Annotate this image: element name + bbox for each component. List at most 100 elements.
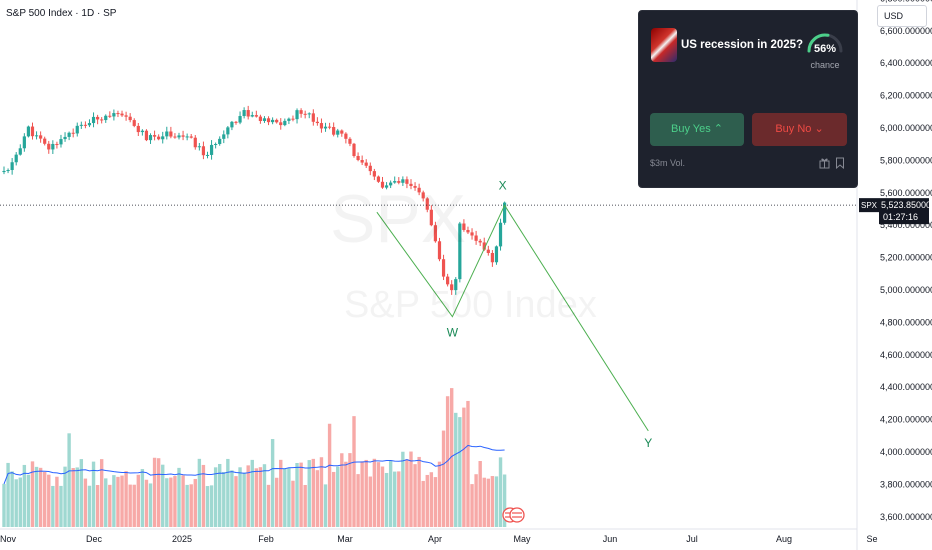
candles	[2, 105, 507, 295]
volume-bar	[14, 479, 18, 527]
volume-bar	[384, 472, 389, 527]
volume-bar	[331, 471, 336, 527]
candle-body	[393, 181, 397, 183]
volume-bar	[47, 474, 51, 527]
candle-body	[197, 146, 201, 148]
volume-bar	[10, 471, 14, 527]
time-tick-label: Jul	[686, 534, 698, 544]
volume-bar	[311, 458, 316, 527]
buy-yes-button[interactable]: Buy Yes ⌃	[650, 113, 744, 146]
price-label-bg	[879, 198, 929, 225]
volume-bar	[87, 485, 92, 527]
volume-bar	[63, 466, 67, 527]
candle-body	[397, 181, 401, 183]
candle-body	[450, 284, 454, 291]
price-tick-label: 4,800.000000	[880, 317, 932, 327]
candle-body	[299, 110, 303, 114]
candle-body	[67, 132, 71, 137]
candle-body	[14, 154, 18, 163]
volume-bar	[140, 469, 145, 527]
candle-body	[75, 125, 79, 134]
candle-body	[498, 222, 503, 247]
candle-body	[152, 135, 157, 137]
candle-body	[295, 110, 299, 120]
volume-bar	[124, 471, 128, 527]
volume-bar	[95, 485, 100, 527]
price-tick-label: 4,400.000000	[880, 382, 932, 392]
volume-bar	[274, 477, 279, 527]
chance-percent: 56%	[813, 43, 837, 55]
wave-projection-line	[376, 204, 649, 432]
candle-body	[144, 130, 149, 141]
volume-bar	[230, 470, 234, 527]
volume-bar	[356, 474, 360, 527]
volume-bar	[193, 478, 197, 527]
volume-bar	[441, 430, 446, 527]
candle-body	[242, 110, 246, 117]
price-tick-label: 3,600.000000	[880, 512, 932, 522]
gift-icon[interactable]	[819, 157, 830, 169]
volume-bar	[413, 464, 417, 527]
volume-bar	[478, 460, 482, 527]
volume-bar	[279, 459, 283, 527]
volume-bar	[75, 467, 79, 527]
time-tick-label: Nov	[0, 534, 16, 544]
candle-body	[287, 118, 291, 121]
volume-bar	[128, 484, 132, 527]
candle-body	[437, 241, 442, 260]
candle-body	[262, 118, 267, 121]
candle-body	[226, 127, 230, 135]
volume-bar	[205, 486, 210, 527]
candle-body	[323, 126, 328, 129]
bookmark-icon[interactable]	[835, 157, 845, 169]
currency-selector[interactable]: USD	[877, 5, 927, 27]
volume-bar	[405, 459, 409, 527]
volume-bar	[433, 477, 438, 527]
volume-bar	[226, 458, 230, 527]
volume-bar	[425, 474, 429, 527]
volume-bar	[173, 476, 177, 527]
volume-bar	[22, 464, 27, 527]
wave-label-w: W	[447, 326, 459, 340]
prediction-question[interactable]: US recession in 2025?	[681, 39, 804, 51]
volume-bar	[327, 423, 332, 527]
candle-body	[22, 136, 26, 149]
volume-bar	[360, 461, 364, 527]
price-tick-label: 5,200.000000	[880, 253, 932, 263]
volume-bar	[108, 484, 112, 527]
time-tick-label: Aug	[776, 534, 792, 544]
volume-bar	[189, 484, 193, 527]
last-price-label: 5,523.850000	[881, 200, 932, 210]
volume-bar	[417, 456, 421, 527]
volume-bar	[152, 457, 157, 527]
price-tick-label: 5,800.000000	[880, 155, 932, 165]
candle-body	[266, 118, 271, 123]
volume-bar	[30, 461, 35, 527]
candle-body	[376, 176, 381, 182]
price-tick-label: 6,400.000000	[880, 58, 932, 68]
candle-body	[205, 154, 210, 156]
price-tick-label: 6,200.000000	[880, 91, 932, 101]
candle-body	[30, 126, 35, 137]
candle-body	[446, 276, 450, 285]
volume-bar	[148, 483, 153, 527]
volume-bar	[352, 416, 356, 527]
candle-body	[348, 138, 352, 144]
candle-body	[368, 165, 372, 172]
buy-no-button[interactable]: Buy No ⌄	[752, 113, 847, 146]
volume-bar	[99, 459, 104, 527]
volume-bar	[470, 484, 474, 527]
volume-bar	[437, 461, 442, 527]
price-tick-label: 6,000.000000	[880, 123, 932, 133]
gauge-fill	[807, 33, 830, 53]
volume-bar	[55, 476, 59, 527]
volume-bar	[397, 471, 401, 527]
candle-body	[173, 136, 177, 138]
candle-body	[315, 121, 319, 124]
volume-bar	[120, 475, 124, 527]
candle-body	[26, 126, 31, 137]
candle-body	[63, 136, 67, 140]
volume-bar	[368, 476, 372, 527]
volume-ma-line	[3, 444, 505, 485]
volume-bar	[295, 462, 299, 527]
